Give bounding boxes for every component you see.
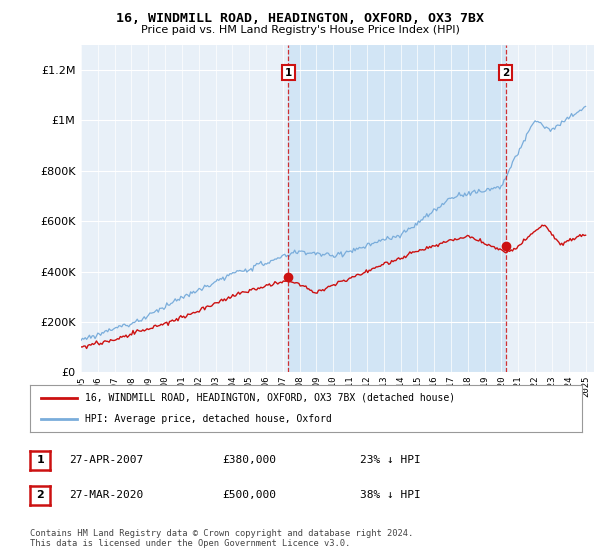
Text: £380,000: £380,000 [222, 455, 276, 465]
Text: 16, WINDMILL ROAD, HEADINGTON, OXFORD, OX3 7BX (detached house): 16, WINDMILL ROAD, HEADINGTON, OXFORD, O… [85, 393, 455, 403]
Text: 27-MAR-2020: 27-MAR-2020 [69, 490, 143, 500]
Text: 16, WINDMILL ROAD, HEADINGTON, OXFORD, OX3 7BX: 16, WINDMILL ROAD, HEADINGTON, OXFORD, O… [116, 12, 484, 25]
Text: 1: 1 [285, 68, 292, 77]
Text: Contains HM Land Registry data © Crown copyright and database right 2024.
This d: Contains HM Land Registry data © Crown c… [30, 529, 413, 548]
Text: 1: 1 [37, 455, 44, 465]
Text: Price paid vs. HM Land Registry's House Price Index (HPI): Price paid vs. HM Land Registry's House … [140, 25, 460, 35]
Bar [289, 45, 506, 372]
Text: 27-APR-2007: 27-APR-2007 [69, 455, 143, 465]
Text: £500,000: £500,000 [222, 490, 276, 500]
Text: HPI: Average price, detached house, Oxford: HPI: Average price, detached house, Oxfo… [85, 414, 332, 424]
Text: 2: 2 [502, 68, 509, 77]
Text: 38% ↓ HPI: 38% ↓ HPI [360, 490, 421, 500]
Text: 23% ↓ HPI: 23% ↓ HPI [360, 455, 421, 465]
Text: 2: 2 [37, 490, 44, 500]
